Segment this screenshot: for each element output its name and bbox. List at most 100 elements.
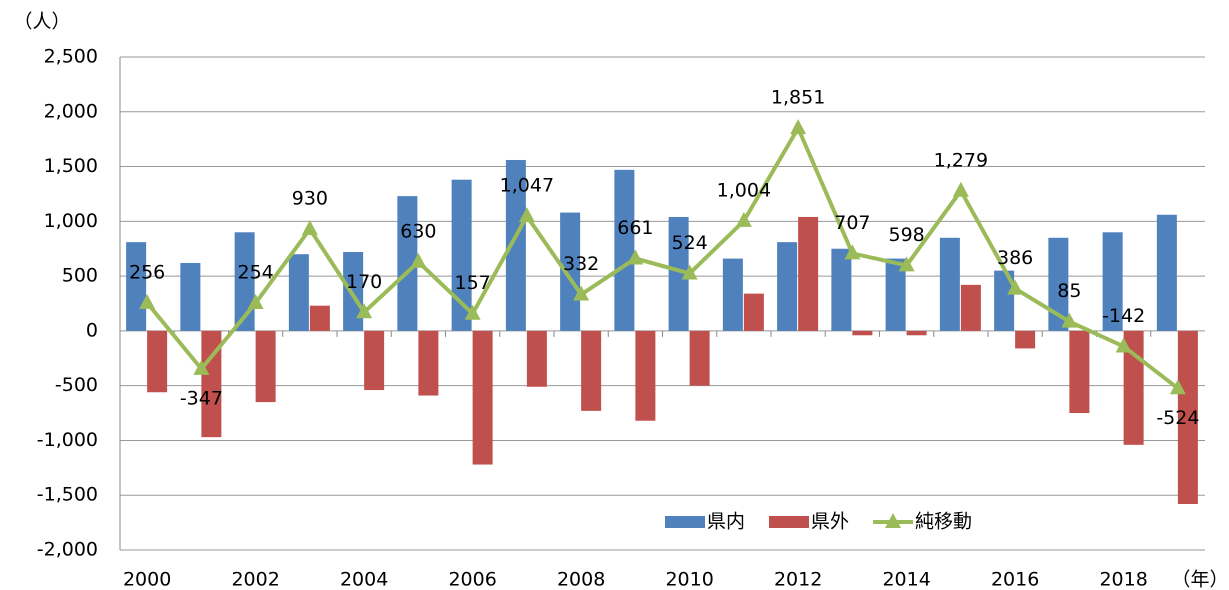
data-label: 386	[997, 247, 1033, 269]
data-label: -142	[1102, 305, 1145, 327]
y-tick-label: 1,000	[44, 210, 98, 232]
x-tick-label: 2016	[991, 569, 1039, 590]
bar	[906, 330, 927, 336]
marker	[193, 359, 210, 375]
data-label: 254	[237, 262, 273, 284]
bar	[1156, 214, 1177, 331]
legend-label: 純移動	[915, 511, 972, 533]
marker	[139, 293, 156, 309]
x-tick-label: 2014	[882, 569, 930, 590]
bar	[994, 270, 1015, 331]
bar	[635, 330, 656, 421]
data-label: 1,047	[500, 175, 554, 197]
bar	[614, 169, 635, 331]
data-label: 256	[129, 261, 165, 283]
bar	[526, 330, 547, 387]
data-label: 661	[617, 217, 653, 239]
bar	[397, 196, 418, 331]
marker	[844, 244, 861, 260]
bar	[505, 159, 526, 331]
marker	[1115, 337, 1132, 353]
x-tick-label: 2010	[665, 569, 713, 590]
x-tick-label: 2002	[231, 569, 279, 590]
legend-label: 県外	[811, 511, 849, 533]
data-label: 524	[671, 232, 707, 254]
marker	[356, 303, 373, 319]
y-tick-label: -1,500	[37, 484, 98, 506]
y-tick-label: 500	[62, 265, 98, 287]
bar	[743, 293, 764, 331]
marker	[410, 252, 427, 268]
marker	[1007, 279, 1024, 295]
data-label: 1,851	[771, 87, 825, 109]
x-tick-label: 2008	[557, 569, 605, 590]
bar	[939, 237, 960, 331]
x-tick-label: 2000	[123, 569, 171, 590]
bar	[1177, 330, 1198, 504]
bar	[472, 330, 493, 465]
x-unit-label: （年）	[1171, 569, 1228, 590]
marker	[952, 181, 969, 197]
data-label: 930	[292, 188, 328, 210]
y-tick-label: 2,500	[44, 46, 98, 68]
marker	[627, 249, 644, 265]
bar	[852, 330, 873, 336]
data-label: 332	[563, 253, 599, 275]
x-tick-label: 2006	[448, 569, 496, 590]
bar	[309, 305, 330, 331]
x-tick-label: 2004	[340, 569, 388, 590]
bar	[126, 242, 147, 331]
y-tick-label: -500	[55, 374, 98, 396]
x-tick-label: 2018	[1099, 569, 1147, 590]
data-label: 598	[888, 224, 924, 246]
bar	[722, 258, 743, 331]
line	[145, 123, 1180, 390]
bar	[364, 330, 385, 391]
bar	[777, 242, 798, 331]
bar	[581, 330, 602, 411]
bar	[668, 216, 689, 331]
marker	[790, 119, 807, 135]
data-label: 1,279	[934, 149, 988, 171]
marker	[247, 294, 264, 310]
bar	[798, 216, 819, 331]
bar	[255, 330, 276, 403]
bar	[560, 212, 581, 331]
data-label: 170	[346, 271, 382, 293]
y-tick-label: 1,500	[44, 155, 98, 177]
marker	[464, 304, 481, 320]
bar	[180, 262, 201, 331]
marker	[898, 256, 915, 272]
data-label: 707	[834, 212, 870, 234]
bar	[689, 330, 710, 386]
marker	[735, 211, 752, 227]
bar	[885, 258, 906, 331]
legend-swatch	[769, 516, 810, 528]
marker	[301, 220, 318, 236]
marker	[518, 207, 535, 223]
x-tick-label: 2012	[774, 569, 822, 590]
y-unit-label: （人）	[13, 11, 70, 33]
marker	[1061, 312, 1078, 328]
bar	[1048, 237, 1069, 331]
bar	[343, 252, 364, 331]
bar	[418, 330, 439, 396]
y-tick-label: -2,000	[37, 539, 98, 561]
bar	[451, 179, 472, 331]
data-label: 157	[454, 272, 490, 294]
data-label: 1,004	[717, 179, 771, 201]
data-label: -347	[180, 387, 223, 409]
bar	[1102, 232, 1123, 331]
data-label: 630	[400, 220, 436, 242]
legend-label: 県内	[707, 511, 745, 533]
bar	[147, 330, 168, 393]
y-tick-label: -1,000	[37, 429, 98, 451]
marker	[1169, 379, 1186, 395]
legend-marker	[885, 513, 902, 528]
bar	[1069, 330, 1090, 414]
data-label: -524	[1156, 407, 1199, 429]
bar	[1015, 330, 1036, 349]
bar	[201, 330, 222, 438]
y-tick-label: 2,000	[44, 100, 98, 122]
